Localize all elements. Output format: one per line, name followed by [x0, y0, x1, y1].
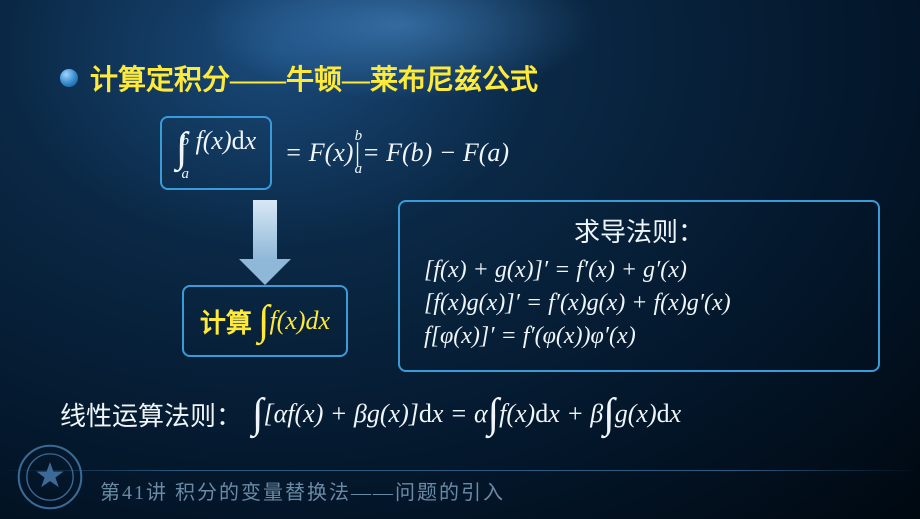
middle-row: 计算 ∫ f(x)dx 求导法则： [f(x) + g(x)]′ = f′(x)… — [160, 200, 880, 372]
footer-bar: 第41讲 积分的变量替换法——问题的引入 — [100, 476, 920, 505]
lecture-number: 第41讲 积分的变量替换法——问题的引入 — [100, 476, 505, 505]
rules-title: 求导法则： — [424, 212, 854, 249]
linearity-row: 线性运算法则： ∫[αf(x) + βg(x)]dx = α∫f(x)dx + … — [60, 390, 681, 438]
arrow-down-icon — [240, 200, 290, 285]
integral-sign-2: ∫ — [258, 297, 270, 345]
definite-integral-box: ∫ba f(x)dx — [160, 116, 272, 190]
newton-leibniz-rhs: = F(x)|ba = F(b) − F(a) — [278, 116, 509, 190]
bullet-icon — [60, 69, 78, 87]
footer-divider — [0, 470, 920, 471]
title-row: 计算定积分——牛顿—莱布尼兹公式 — [60, 58, 880, 98]
indefinite-integral-box: 计算 ∫ f(x)dx — [182, 285, 348, 357]
linearity-label: 线性运算法则： — [60, 396, 242, 433]
integrand: f(x)dx — [196, 126, 257, 155]
slide-title: 计算定积分——牛顿—莱布尼兹公式 — [90, 58, 538, 98]
derivative-rules-box: 求导法则： [f(x) + g(x)]′ = f′(x) + g′(x) [f(… — [398, 200, 880, 372]
product-rule: [f(x)g(x)]′ = f′(x)g(x) + f(x)g′(x) — [424, 290, 854, 317]
linearity-formula: ∫[αf(x) + βg(x)]dx = α∫f(x)dx + β∫g(x)dx — [252, 390, 681, 438]
sum-rule: [f(x) + g(x)]′ = f′(x) + g′(x) — [424, 257, 854, 284]
compute-integrand: f(x)dx — [269, 306, 330, 336]
compute-label: 计算 — [200, 303, 252, 340]
university-logo-icon — [16, 443, 84, 511]
chain-rule: f[φ(x)]′ = f′(φ(x))φ′(x) — [424, 323, 854, 350]
newton-leibniz-row: ∫ba f(x)dx = F(x)|ba = F(b) − F(a) — [160, 116, 880, 190]
